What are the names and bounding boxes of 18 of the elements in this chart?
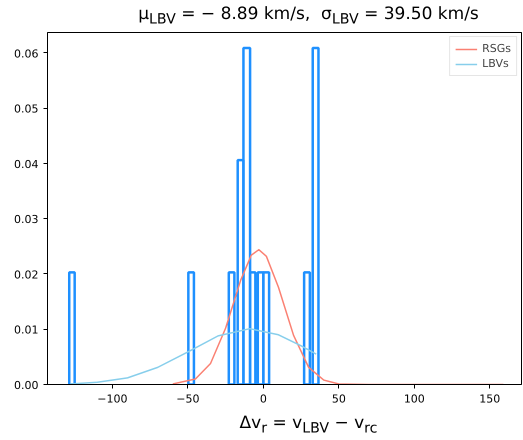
x-tick-label: −50: [176, 392, 200, 406]
y-tick-label: 0.04: [14, 158, 39, 171]
x-tick-label: 150: [479, 392, 500, 406]
chart-title: μ$_{LBV}$ = − 8.89 km/s, σ$_{LBV}$ = 39.50 km/s: [138, 3, 479, 30]
x-tick-label: 0: [260, 392, 267, 406]
x-tick-label: −100: [97, 392, 128, 406]
legend-label: RSGs: [482, 42, 511, 55]
y-tick-label: 0.06: [14, 47, 39, 60]
y-tick-label: 0.03: [14, 213, 39, 226]
y-tick-label: 0.05: [14, 102, 39, 116]
x-tick-label: 50: [332, 392, 346, 406]
y-tick-label: 0.02: [14, 268, 39, 282]
line-series: [69, 328, 317, 384]
x-axis-title: Δv$_{r}$ = v$_{LBV}$ − v$_{rc}$: [240, 412, 378, 438]
legend-label: LBVs: [482, 57, 509, 70]
y-tick-label: 0.00: [14, 379, 39, 392]
x-tick-label: 100: [404, 392, 425, 406]
y-tick-label: 0.01: [14, 324, 39, 337]
